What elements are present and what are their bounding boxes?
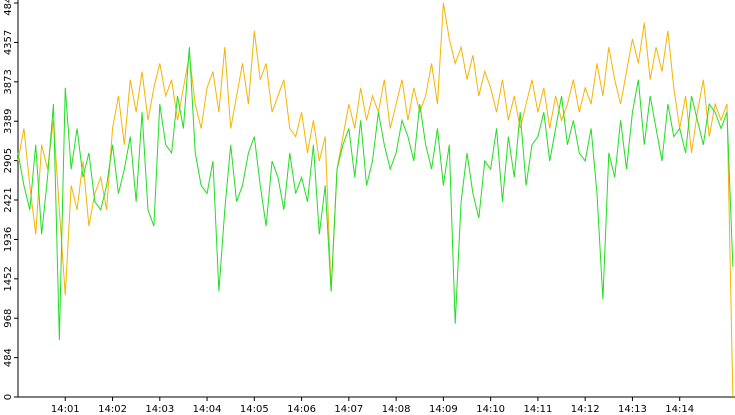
y-tick-label: 4842: [3, 0, 14, 16]
y-tick-label: 2421: [3, 187, 14, 212]
x-tick-label: 14:11: [523, 404, 552, 415]
x-tick-label: 14:07: [334, 404, 363, 415]
x-tick-label: 14:03: [145, 404, 174, 415]
y-tick-label: 2905: [3, 148, 14, 173]
x-tick-label: 14:01: [51, 404, 80, 415]
x-tick-label: 14:08: [382, 404, 411, 415]
x-tick-label: 14:10: [476, 404, 505, 415]
x-tick-label: 14:02: [98, 404, 127, 415]
x-tick-label: 14:12: [571, 404, 600, 415]
x-tick-label: 14:04: [193, 404, 222, 415]
x-tick-label: 14:06: [287, 404, 316, 415]
y-tick-label: 968: [3, 309, 14, 328]
series-line: [17, 2, 734, 398]
x-tick-label: 14:14: [665, 404, 694, 415]
y-tick-label: 3389: [3, 109, 14, 134]
y-tick-label: 484: [3, 348, 14, 367]
y-tick-label: 4357: [3, 30, 14, 55]
y-tick-label: 1452: [3, 266, 14, 291]
x-tick-label: 14:13: [618, 404, 647, 415]
y-tick-label: 0: [3, 394, 14, 400]
x-tick-label: 14:05: [240, 404, 269, 415]
series-line: [17, 47, 734, 341]
y-tick-label: 1936: [3, 227, 14, 252]
y-tick-label: 3873: [3, 69, 14, 94]
x-tick-label: 14:09: [429, 404, 458, 415]
